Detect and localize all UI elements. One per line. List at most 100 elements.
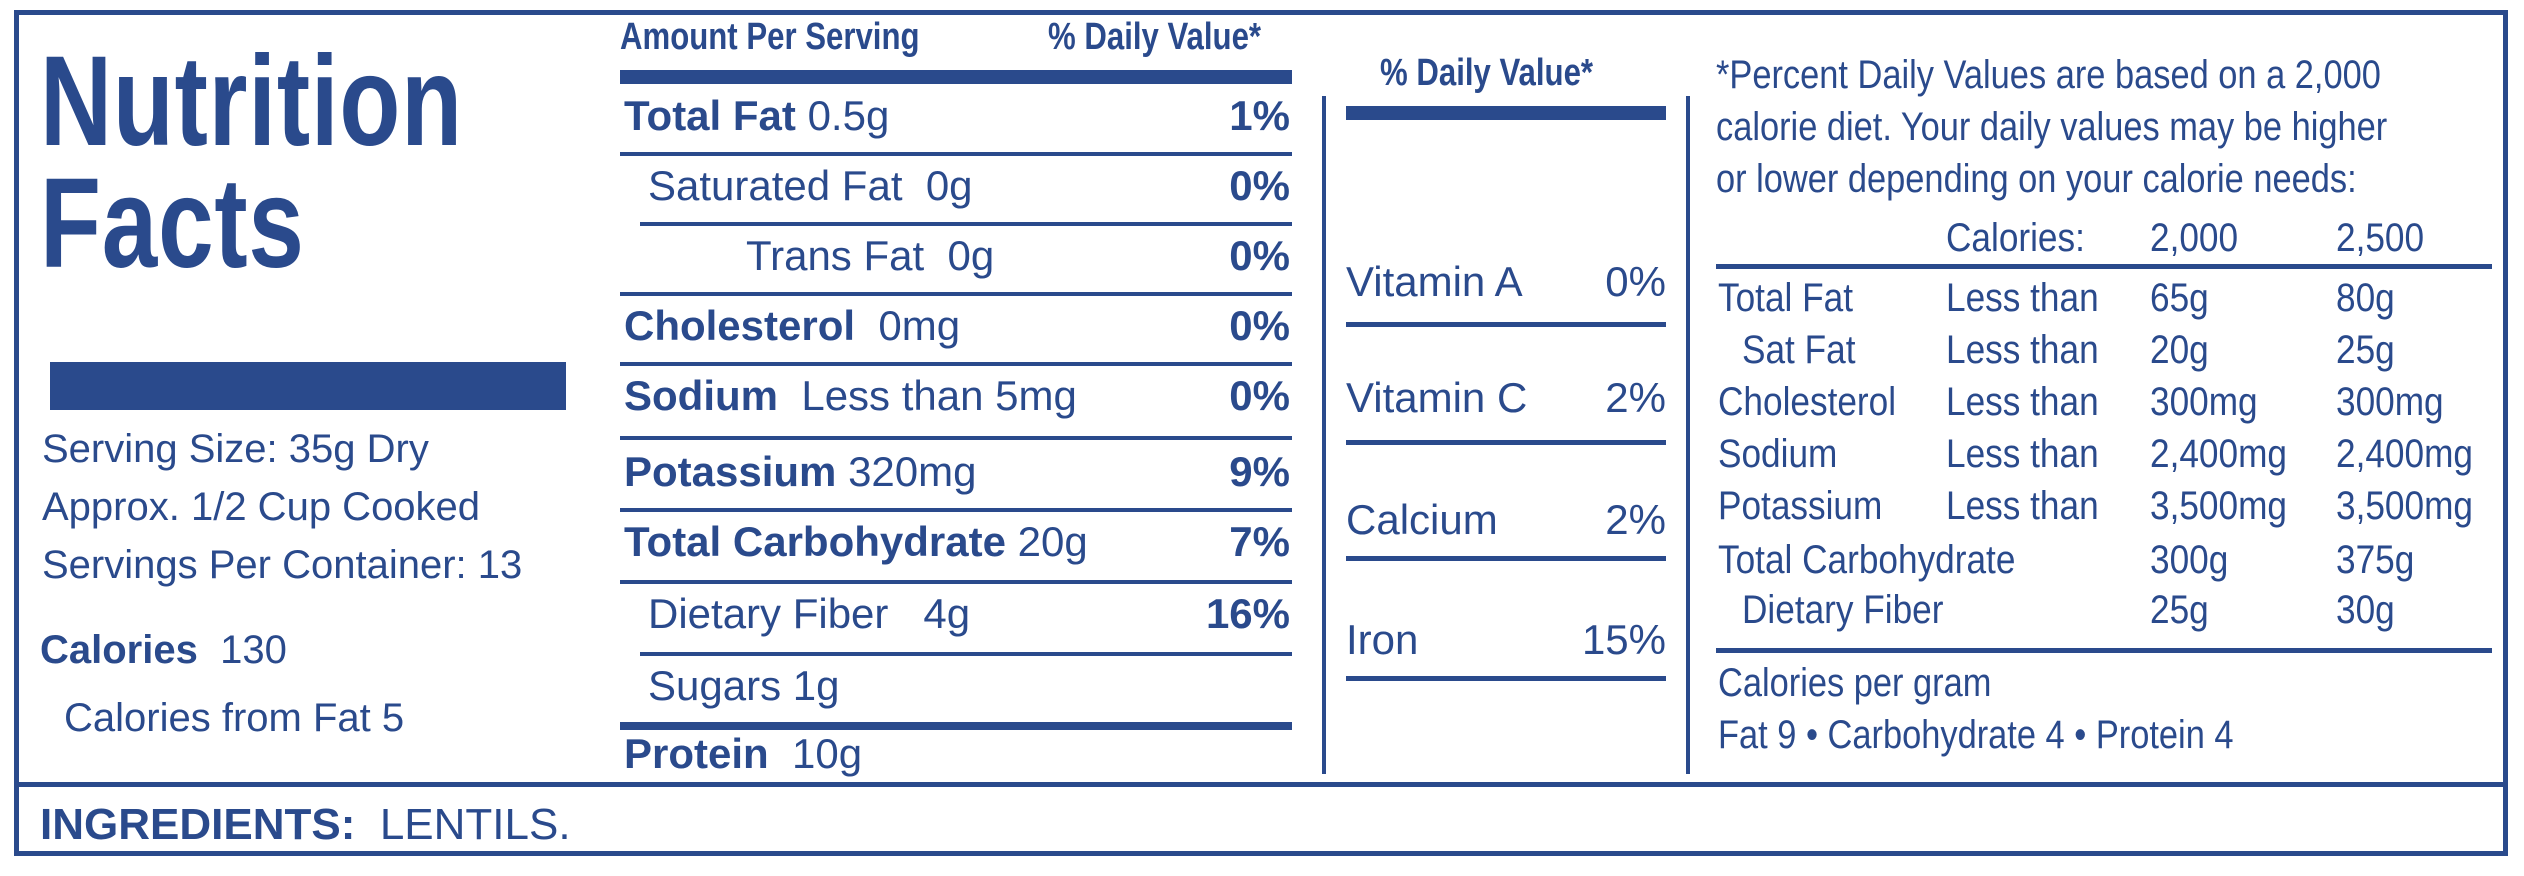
per-gram-rule <box>1716 648 2492 653</box>
nutrient-dv: 9% <box>1229 448 1290 495</box>
dv-nutrient: Sat Fat <box>1742 328 1856 372</box>
dv-value-2000: 65g <box>2150 276 2209 320</box>
row-rule <box>620 362 1292 366</box>
nutrient-dv: 0% <box>1229 372 1290 419</box>
dv-value-2500: 375g <box>2336 538 2415 582</box>
vitamin-name: Vitamin C <box>1346 374 1528 421</box>
dv-nutrient: Total Carbohydrate <box>1718 538 2016 582</box>
dv-nutrient: Total Fat <box>1718 276 1853 320</box>
nutrient-name: Saturated Fat <box>648 162 903 209</box>
footnote-line-1: *Percent Daily Values are based on a 2,0… <box>1716 53 2381 97</box>
row-rule <box>620 508 1292 512</box>
dv-nutrient: Dietary Fiber <box>1742 588 1944 632</box>
nutrient-name: Total Fat <box>624 92 796 139</box>
row-rule <box>640 652 1292 656</box>
dv-value-2000: 2,400mg <box>2150 432 2287 476</box>
servings-per-container: Servings Per Container: 13 <box>42 543 523 587</box>
footnote-line-2: calorie diet. Your daily values may be h… <box>1716 105 2388 149</box>
dv-value-2500: 300mg <box>2336 380 2444 424</box>
nutrient-amount: 0g <box>925 162 973 209</box>
title-facts: Facts <box>40 152 305 295</box>
dv-qualifier: Less than <box>1946 484 2099 528</box>
row-trans-fat: Trans Fat 0g 0% <box>620 226 1290 296</box>
nutrient-name: Sugars <box>648 662 782 709</box>
serving-size: Serving Size: 35g Dry <box>42 427 429 471</box>
vitamin-dv: 2% <box>1605 374 1666 421</box>
dv-value-2500: 25g <box>2336 328 2395 372</box>
row-potassium: Potassium 320mg 9% <box>620 442 1290 512</box>
vitamin-name: Vitamin A <box>1346 258 1523 305</box>
dv-value-2500: 3,500mg <box>2336 484 2473 528</box>
vitamin-dv: 15% <box>1581 616 1666 663</box>
calories-per-gram-values: Fat 9 • Carbohydrate 4 • Protein 4 <box>1718 713 2234 757</box>
calories-line: Calories 130 <box>40 628 287 673</box>
row-protein: Protein 10g <box>620 724 1290 794</box>
row-rule <box>620 152 1292 156</box>
title-nutrition: Nutrition <box>40 30 463 173</box>
calories-label: Calories <box>40 628 198 672</box>
nutrient-amount: 10g <box>792 730 863 777</box>
amount-per-serving-header: Amount Per Serving <box>620 16 920 58</box>
dv-qualifier: Less than <box>1946 276 2099 320</box>
dv-value-2000: 300g <box>2150 538 2229 582</box>
nutrient-amount: 0.5g <box>807 92 890 139</box>
row-sodium: Sodium Less than 5mg 0% <box>620 366 1290 436</box>
dv-qualifier: Less than <box>1946 328 2099 372</box>
dv-nutrient: Sodium <box>1718 432 1838 476</box>
nutrient-amount: 0g <box>947 232 995 279</box>
nutrient-dv: 16% <box>1205 590 1290 637</box>
dv-nutrient: Cholesterol <box>1718 380 1897 424</box>
row-total-fat: Total Fat 0.5g 1% <box>620 86 1290 156</box>
row-sugars: Sugars 1g <box>620 656 1290 726</box>
nutrient-name: Dietary Fiber <box>648 590 889 637</box>
row-rule <box>620 436 1292 440</box>
calories-from-fat: Calories from Fat 5 <box>64 696 405 740</box>
row-rule <box>620 580 1292 584</box>
nutrient-dv: 1% <box>1229 92 1290 139</box>
row-rule <box>620 292 1292 296</box>
vitamin-dv: 2% <box>1605 496 1666 543</box>
vitamin-rule <box>1346 322 1666 327</box>
label-frame <box>14 10 2508 856</box>
calories-2000-header: 2,000 <box>2150 216 2239 260</box>
ingredients-line: INGREDIENTS: LENTILS. <box>40 800 571 850</box>
dv-value-2500: 2,400mg <box>2336 432 2473 476</box>
dv-qualifier: Less than <box>1946 432 2099 476</box>
vitamin-rule <box>1346 556 1666 561</box>
dv-qualifier: Less than <box>1946 380 2099 424</box>
vitamin-name: Calcium <box>1346 496 1498 543</box>
nutrient-amount: Less than 5mg <box>801 372 1077 419</box>
row-rule <box>640 222 1292 226</box>
nutrient-dv: 0% <box>1229 302 1290 349</box>
vitamin-rule <box>1346 676 1666 681</box>
calories-2500-header: 2,500 <box>2336 216 2425 260</box>
nutrient-dv: 0% <box>1229 232 1290 279</box>
vitamin-daily-value-header: % Daily Value* <box>1380 52 1594 94</box>
nutrient-name: Sodium <box>624 372 778 419</box>
daily-value-header: % Daily Value* <box>1048 16 1262 58</box>
vitamin-name: Iron <box>1346 616 1419 663</box>
footnote-line-3: or lower depending on your calorie needs… <box>1716 157 2357 201</box>
nutrient-amount: 4g <box>923 590 971 637</box>
ingredients-label: INGREDIENTS: <box>40 800 356 849</box>
ingredients-rule <box>14 782 2508 787</box>
nutrient-amount: 320mg <box>848 448 977 495</box>
footnote-divider-left <box>1686 96 1690 774</box>
header-thick-rule <box>620 70 1292 84</box>
ingredients-value: LENTILS. <box>379 800 571 849</box>
dv-value-2000: 3,500mg <box>2150 484 2287 528</box>
vitamin-rule <box>1346 440 1666 445</box>
dv-nutrient: Potassium <box>1718 484 1883 528</box>
nutrient-name: Protein <box>624 730 769 777</box>
calories-value: 130 <box>220 628 287 672</box>
nutrient-amount: 1g <box>792 662 840 709</box>
dv-value-2000: 20g <box>2150 328 2209 372</box>
calories-per-gram-title: Calories per gram <box>1718 661 1992 705</box>
nutrient-amount: 0mg <box>878 302 961 349</box>
dv-value-2000: 300mg <box>2150 380 2258 424</box>
row-dietary-fiber: Dietary Fiber 4g 16% <box>620 584 1290 654</box>
nutrient-dv: 7% <box>1229 518 1290 565</box>
dv-value-2500: 30g <box>2336 588 2395 632</box>
nutrient-amount: 20g <box>1017 518 1088 565</box>
